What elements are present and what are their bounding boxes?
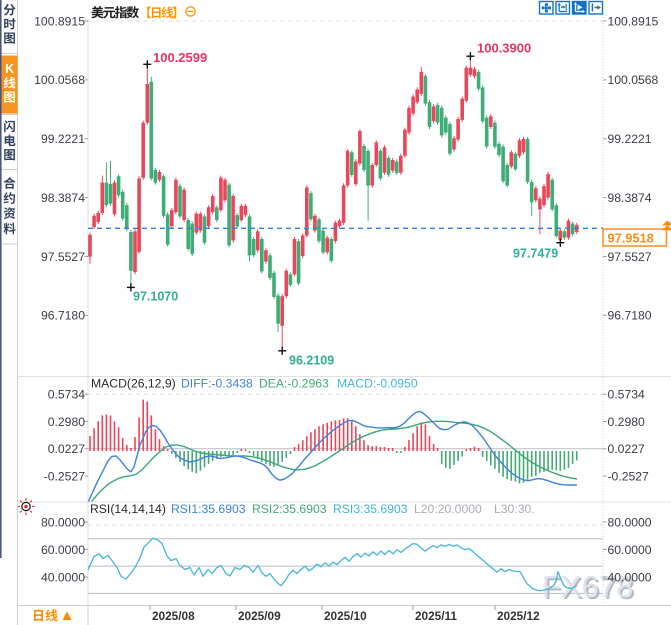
- svg-text:0.0227: 0.0227: [48, 442, 85, 456]
- svg-text:L30:30.: L30:30.: [494, 502, 535, 516]
- svg-text:MACD(26,12,9): MACD(26,12,9): [91, 377, 176, 391]
- svg-text:98.3874: 98.3874: [41, 191, 85, 205]
- svg-text:97.5527: 97.5527: [41, 250, 85, 264]
- svg-text:60.0000: 60.0000: [608, 543, 652, 557]
- svg-text:100.8915: 100.8915: [608, 14, 659, 28]
- svg-text:-0.2527: -0.2527: [608, 469, 650, 483]
- svg-text:97.1070: 97.1070: [133, 290, 178, 304]
- svg-text:RSI3:35.6903: RSI3:35.6903: [333, 502, 408, 516]
- svg-text:100.0568: 100.0568: [608, 73, 659, 87]
- svg-text:DIFF:-0.3438: DIFF:-0.3438: [181, 377, 253, 391]
- svg-text:100.2599: 100.2599: [153, 50, 207, 65]
- svg-text:60.0000: 60.0000: [41, 543, 85, 557]
- svg-text:97.5527: 97.5527: [608, 250, 652, 264]
- svg-text:100.0568: 100.0568: [34, 73, 85, 87]
- svg-text:99.2221: 99.2221: [608, 132, 652, 146]
- svg-text:2025/12: 2025/12: [497, 609, 540, 623]
- svg-text:0.2980: 0.2980: [48, 415, 85, 429]
- svg-text:-0.2527: -0.2527: [44, 469, 86, 483]
- svg-text:98.3874: 98.3874: [608, 191, 652, 205]
- svg-text:100.3900: 100.3900: [477, 41, 531, 56]
- svg-text:L20:20.0000: L20:20.0000: [414, 502, 482, 516]
- svg-text:96.7180: 96.7180: [41, 309, 85, 323]
- svg-text:80.0000: 80.0000: [608, 515, 652, 529]
- svg-text:97.7479: 97.7479: [513, 247, 558, 261]
- svg-text:2025/11: 2025/11: [415, 609, 457, 623]
- svg-text:2025/10: 2025/10: [324, 609, 367, 623]
- svg-text:100.8915: 100.8915: [34, 14, 85, 28]
- svg-text:DEA:-0.2963: DEA:-0.2963: [259, 377, 329, 391]
- svg-text:FX678: FX678: [544, 571, 635, 606]
- svg-text:2025/08: 2025/08: [152, 609, 195, 623]
- svg-text:96.2109: 96.2109: [289, 354, 334, 368]
- svg-text:K: K: [5, 62, 14, 76]
- svg-text:0.5734: 0.5734: [48, 388, 85, 402]
- svg-text:0.0227: 0.0227: [608, 442, 645, 456]
- svg-text:80.0000: 80.0000: [41, 515, 85, 529]
- svg-text:0.5734: 0.5734: [608, 388, 645, 402]
- svg-text:RSI(14,14,14): RSI(14,14,14): [90, 502, 166, 516]
- svg-text:99.2221: 99.2221: [41, 132, 85, 146]
- svg-text:0.2980: 0.2980: [608, 415, 645, 429]
- svg-text:96.7180: 96.7180: [608, 309, 652, 323]
- svg-text:40.0000: 40.0000: [41, 570, 85, 584]
- svg-text:RSI2:35.6903: RSI2:35.6903: [252, 502, 327, 516]
- svg-text:RSI1:35.6903: RSI1:35.6903: [171, 502, 246, 516]
- svg-text:97.9518: 97.9518: [608, 230, 654, 245]
- svg-text:40.0000: 40.0000: [608, 570, 652, 584]
- svg-text:MACD:-0.0950: MACD:-0.0950: [337, 377, 418, 391]
- svg-text:2025/09: 2025/09: [238, 609, 281, 623]
